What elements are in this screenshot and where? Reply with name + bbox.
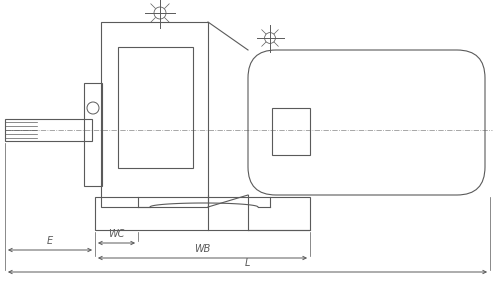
Text: WC: WC — [108, 229, 124, 239]
Bar — [84, 83, 102, 186]
Bar — [101, 22, 208, 207]
Text: E: E — [47, 236, 53, 246]
Bar — [5, 119, 92, 141]
Text: L: L — [245, 258, 250, 268]
Bar — [118, 47, 193, 168]
Text: WB: WB — [194, 244, 210, 254]
Bar — [272, 108, 310, 155]
Bar — [95, 197, 310, 230]
